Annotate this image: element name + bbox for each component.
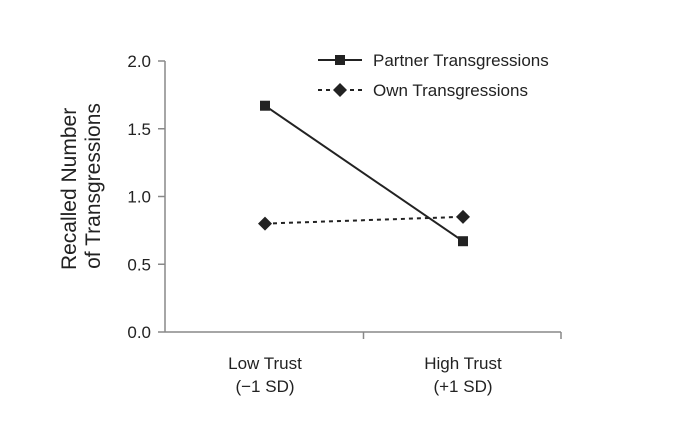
- legend-swatch-partner-marker: [335, 55, 345, 65]
- y-axis-label: Recalled Number of Transgressions: [58, 102, 105, 270]
- y-axis-label-line-1: Recalled Number: [58, 108, 81, 270]
- data-point-partner: [458, 236, 468, 247]
- legend-swatch-own-marker: [333, 83, 347, 97]
- legend-label-partner: Partner Transgressions: [373, 51, 549, 70]
- x-category-label: Low Trust (−1 SD): [228, 354, 302, 396]
- x-category-label-line: (−1 SD): [235, 377, 294, 396]
- y-tick-label: 0.5: [127, 255, 151, 274]
- x-category-label-line: (+1 SD): [433, 377, 492, 396]
- x-categories: Low Trust (−1 SD) High Trust (+1 SD): [228, 332, 562, 396]
- x-category-label: High Trust (+1 SD): [424, 354, 502, 396]
- series-layer: [258, 100, 470, 247]
- x-category-label-line: High Trust: [424, 354, 502, 373]
- y-tick-label: 0.0: [127, 323, 151, 342]
- data-point-own: [456, 209, 470, 224]
- y-tick-label: 1.5: [127, 120, 151, 139]
- data-point-partner: [260, 100, 270, 111]
- y-tick-label: 1.0: [127, 188, 151, 207]
- legend: Partner Transgressions Own Transgression…: [318, 51, 549, 100]
- x-category-label-line: Low Trust: [228, 354, 302, 373]
- y-tick-label: 2.0: [127, 52, 151, 71]
- data-point-own: [258, 216, 272, 231]
- series-line-own: [264, 215, 464, 225]
- y-ticks: 0.0 0.5 1.0 1.5 2.0: [127, 52, 165, 342]
- y-axis-label-line-2: of Transgressions: [82, 103, 105, 269]
- series-line-partner: [264, 104, 464, 243]
- legend-label-own: Own Transgressions: [373, 81, 528, 100]
